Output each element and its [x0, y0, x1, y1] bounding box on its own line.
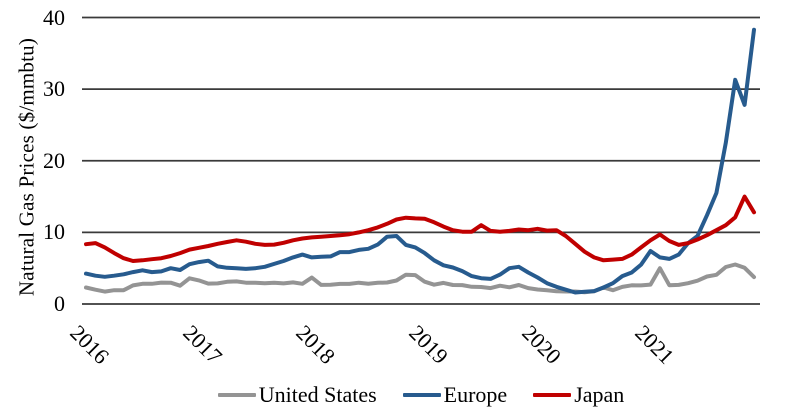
- series-line-united-states: [84, 262, 756, 295]
- y-tick-label-0: 0: [54, 291, 65, 316]
- legend-item-europe: Europe: [402, 382, 508, 408]
- y-tick-label-30: 30: [43, 76, 65, 102]
- legend-label: United States: [258, 382, 377, 407]
- legend-line-swatch: [402, 393, 441, 397]
- y-tick-label-10: 10: [43, 219, 65, 245]
- legend-item-japan: Japan: [533, 382, 624, 408]
- legend-line-swatch: [217, 393, 256, 397]
- series-line-japan: [84, 194, 756, 263]
- legend-item-united-states: United States: [217, 382, 377, 408]
- legend-line-swatch: [533, 393, 572, 397]
- legend-label: Europe: [443, 382, 508, 407]
- series-line-europe: [84, 27, 756, 295]
- legend-label: Japan: [574, 382, 625, 407]
- legend: United States Europe Japan: [82, 380, 760, 410]
- y-tick-label-20: 20: [43, 147, 65, 173]
- y-tick-label-40: 40: [43, 4, 65, 30]
